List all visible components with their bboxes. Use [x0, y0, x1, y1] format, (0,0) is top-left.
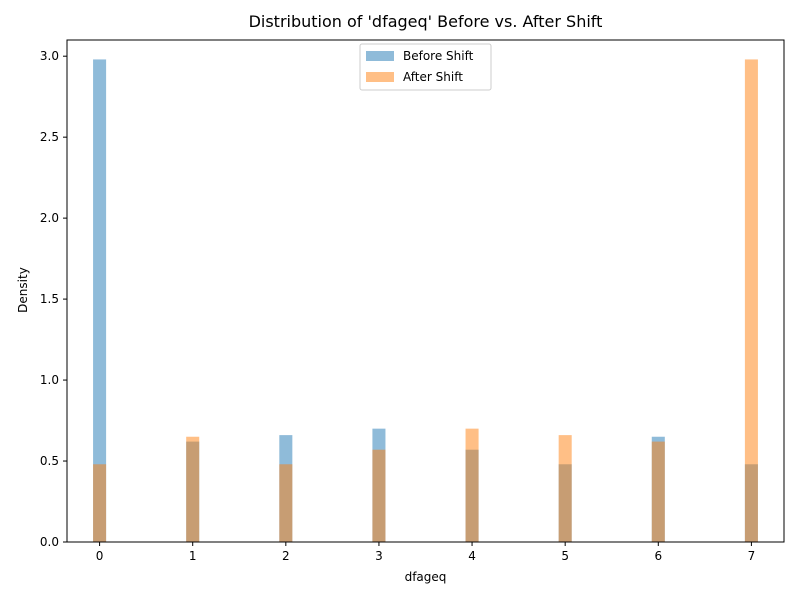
y-tick-label: 2.5	[40, 130, 59, 144]
y-tick-label: 1.0	[40, 373, 59, 387]
bar-series-1-x-0	[93, 464, 107, 542]
legend-swatch	[366, 72, 394, 82]
y-tick-label: 3.0	[40, 49, 59, 63]
x-tick-label: 2	[282, 549, 290, 563]
y-tick-label: 1.5	[40, 292, 59, 306]
x-tick-label: 7	[748, 549, 756, 563]
legend: Before Shift After Shift	[359, 43, 492, 91]
legend-label: Before Shift	[403, 49, 474, 63]
legend-swatch	[366, 51, 394, 61]
legend-label: After Shift	[403, 70, 463, 84]
y-axis-ticks: 0.0 0.5 1.0 1.5 2.0 2.5 3.0	[40, 49, 67, 549]
x-tick-label: 1	[189, 549, 197, 563]
bar-series-1-x-1	[186, 436, 200, 542]
x-tick-label: 5	[561, 549, 569, 563]
y-tick-label: 2.0	[40, 211, 59, 225]
y-tick-label: 0.5	[40, 454, 59, 468]
y-axis-label: Density	[16, 267, 30, 313]
x-tick-label: 4	[468, 549, 476, 563]
x-tick-label: 3	[375, 549, 383, 563]
x-axis-label: dfageq	[405, 570, 447, 584]
y-tick-label: 0.0	[40, 535, 59, 549]
x-tick-label: 6	[654, 549, 662, 563]
plot-area-frame	[66, 39, 785, 543]
bar-series-1-x-7	[744, 59, 758, 543]
bar-series-1-x-4	[465, 428, 479, 542]
bar-series-1-x-6	[651, 441, 665, 542]
chart-title: Distribution of 'dfageq' Before vs. Afte…	[249, 12, 603, 31]
bar-series-0-x-0	[93, 59, 107, 543]
x-tick-label: 0	[96, 549, 104, 563]
bar-series-1-x-5	[558, 435, 572, 542]
bar-series-1-x-2	[279, 464, 293, 542]
x-axis-ticks: 0 1 2 3 4 5 6 7	[96, 542, 755, 563]
bar-series-1-x-3	[372, 449, 386, 542]
bars-group	[93, 59, 758, 543]
